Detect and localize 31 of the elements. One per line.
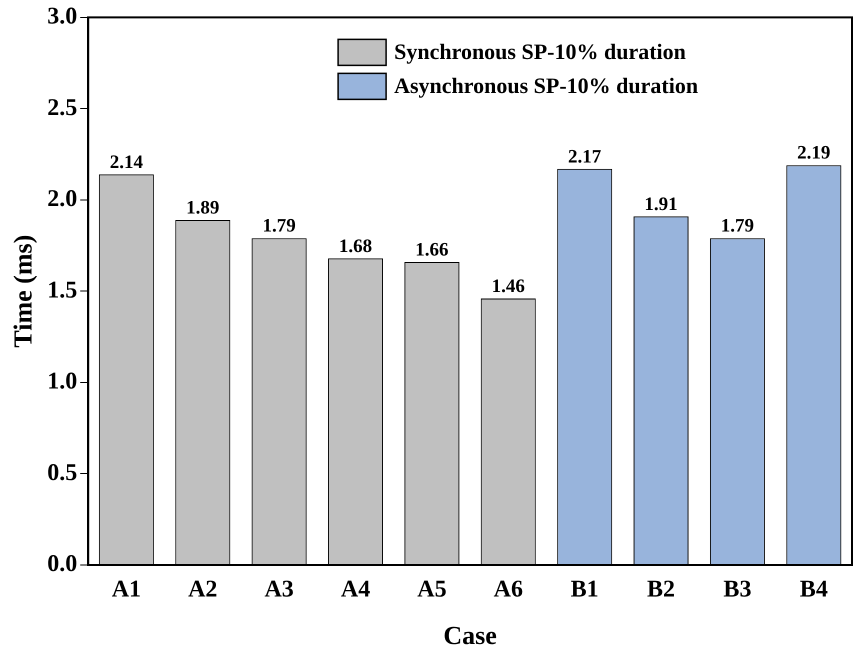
y-tick-label: 3.0 — [47, 4, 78, 30]
legend-label: Synchronous SP-10% duration — [394, 39, 686, 64]
data-label: 1.89 — [186, 197, 220, 218]
y-axis-title: Time (ms) — [8, 234, 38, 348]
x-axis-title: Case — [443, 621, 497, 650]
data-label: 2.19 — [797, 142, 830, 164]
data-label: 1.46 — [492, 276, 525, 297]
y-tick-label: 2.0 — [47, 186, 78, 212]
data-label: 2.14 — [110, 152, 144, 173]
x-tick-label: A2 — [188, 576, 218, 603]
legend-label: Asynchronous SP-10% duration — [394, 73, 698, 98]
x-tick-label: A1 — [112, 576, 142, 603]
data-label: 1.68 — [338, 236, 372, 257]
data-label: 1.79 — [720, 216, 754, 237]
y-tick-label: 0.5 — [47, 460, 78, 486]
y-tick-label: 1.0 — [47, 368, 78, 395]
data-label: 1.79 — [262, 216, 296, 237]
y-tick-label: 1.5 — [47, 277, 78, 304]
x-tick-label: B4 — [800, 576, 828, 603]
y-tick-label: 0.0 — [47, 551, 78, 578]
x-tick-label: A5 — [417, 576, 447, 603]
x-tick-label: B2 — [647, 576, 676, 603]
x-tick-label: B1 — [570, 576, 599, 603]
data-label: 1.91 — [644, 194, 678, 215]
x-tick-label: A6 — [494, 576, 523, 603]
data-label: 1.66 — [415, 239, 449, 260]
x-tick-label: A3 — [264, 576, 294, 603]
y-tick-label: 2.5 — [47, 94, 78, 121]
data-label: 2.17 — [568, 146, 602, 168]
x-tick-label: B3 — [723, 576, 752, 603]
x-tick-label: A4 — [340, 576, 370, 603]
